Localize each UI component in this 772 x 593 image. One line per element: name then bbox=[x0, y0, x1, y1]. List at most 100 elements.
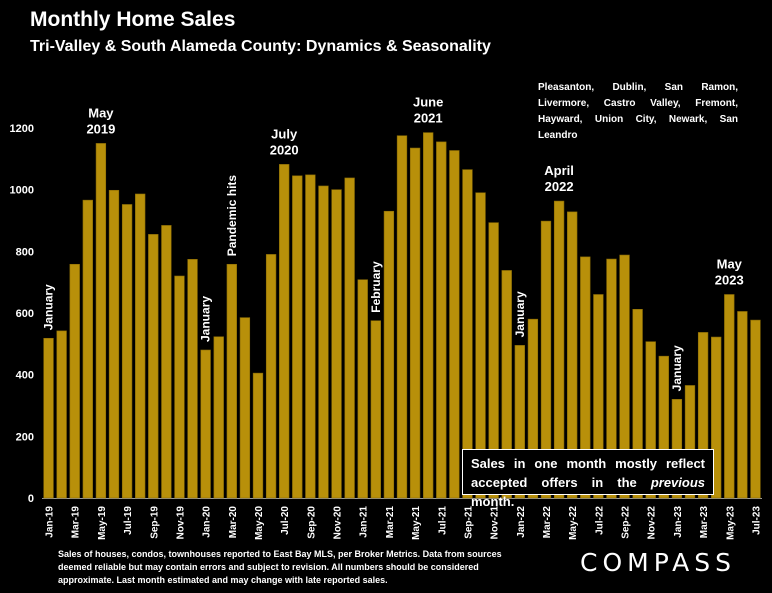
y-tick-label: 1200 bbox=[10, 123, 34, 135]
bar bbox=[632, 308, 643, 499]
bar bbox=[475, 192, 486, 499]
x-tick-label: Mar-20 bbox=[228, 506, 239, 539]
bar bbox=[580, 256, 591, 499]
annotation-label: June 2021 bbox=[413, 95, 443, 126]
y-tick-label: 1000 bbox=[10, 185, 34, 197]
bar bbox=[449, 150, 460, 499]
x-tick-label: Sep-22 bbox=[621, 506, 632, 539]
bar bbox=[527, 318, 539, 499]
x-tick-label: Nov-20 bbox=[333, 506, 344, 540]
bar bbox=[357, 279, 368, 499]
region-line: Pleasanton, Dublin, San Ramon, bbox=[538, 82, 738, 93]
x-tick-label: Jul-23 bbox=[751, 506, 762, 535]
x-tick-label: Sep-19 bbox=[149, 506, 160, 539]
bar bbox=[226, 263, 237, 499]
annotation-label: Pandemic hits bbox=[225, 175, 239, 257]
bar bbox=[292, 175, 303, 499]
y-tick-label: 600 bbox=[16, 308, 34, 320]
bar bbox=[606, 258, 617, 499]
region-line: Livermore, Castro Valley, Fremont, bbox=[538, 98, 738, 109]
bar bbox=[514, 345, 525, 499]
x-tick-label: Sep-20 bbox=[306, 506, 317, 539]
bar bbox=[239, 317, 251, 499]
x-tick-label: May-22 bbox=[568, 506, 579, 540]
y-tick-label: 400 bbox=[16, 370, 34, 382]
region-line: Hayward, Union City, Newark, San Leandro bbox=[538, 114, 738, 141]
annotation-label: January bbox=[513, 291, 527, 337]
region-list: Pleasanton, Dublin, San Ramon, Livermore… bbox=[538, 80, 738, 144]
x-tick-label: May-19 bbox=[97, 506, 108, 540]
bar bbox=[279, 164, 290, 499]
x-tick-label: Jul-22 bbox=[594, 506, 605, 535]
x-tick-label: May-20 bbox=[254, 506, 265, 540]
bar bbox=[318, 185, 329, 499]
callout-text-end: month. bbox=[471, 494, 515, 509]
x-tick-label: Jul-21 bbox=[437, 506, 448, 535]
bar bbox=[501, 270, 512, 499]
annotation-label: April 2022 bbox=[544, 163, 574, 194]
x-tick-label: Jul-20 bbox=[280, 506, 291, 535]
page-title: Monthly Home Sales bbox=[30, 8, 236, 31]
x-tick-label: Mar-22 bbox=[542, 506, 553, 539]
bar bbox=[121, 204, 133, 499]
bar bbox=[213, 336, 224, 499]
bar bbox=[174, 275, 185, 499]
bar bbox=[553, 200, 565, 499]
annotation-label: February bbox=[369, 261, 383, 313]
bar bbox=[396, 135, 408, 499]
bar bbox=[82, 199, 93, 499]
x-tick-label: Jan-23 bbox=[673, 506, 684, 538]
bar bbox=[265, 254, 277, 499]
bar bbox=[462, 169, 473, 499]
footnote: Sales of houses, condos, townhouses repo… bbox=[58, 549, 502, 585]
bar bbox=[43, 337, 54, 499]
annotation-label: January bbox=[670, 345, 684, 391]
bar bbox=[187, 259, 198, 499]
bar bbox=[619, 254, 630, 499]
x-tick-label: Jul-19 bbox=[123, 506, 134, 535]
bar-chart: 0 200 400 600 800 1000 1200 Jan-19 Mar-19 May-19 J… bbox=[10, 95, 763, 540]
x-tick-label: Mar-21 bbox=[385, 506, 396, 539]
bar bbox=[645, 341, 656, 499]
bar bbox=[409, 147, 421, 499]
bar bbox=[540, 220, 552, 499]
x-tick-label: Jan-19 bbox=[45, 506, 56, 538]
bar bbox=[370, 320, 381, 499]
bar bbox=[567, 211, 578, 499]
x-tick-label: May-21 bbox=[411, 506, 422, 540]
bar bbox=[436, 141, 447, 499]
bar bbox=[593, 294, 604, 499]
bar bbox=[331, 189, 342, 499]
bar bbox=[383, 210, 395, 499]
page-subtitle: Tri-Valley & South Alameda County: Dynam… bbox=[30, 38, 491, 55]
bar bbox=[56, 330, 67, 499]
annotation-label: July 2020 bbox=[270, 126, 299, 157]
bar bbox=[671, 399, 683, 499]
y-tick-label: 0 bbox=[28, 493, 34, 505]
bar bbox=[148, 234, 159, 499]
x-tick-label: Jan-21 bbox=[359, 506, 370, 538]
bar bbox=[724, 294, 735, 499]
bar bbox=[252, 372, 264, 499]
x-tick-label: Jan-22 bbox=[516, 506, 527, 538]
bar bbox=[684, 385, 696, 499]
callout-box: Sales in one month mostly reflect accept… bbox=[462, 449, 714, 509]
bar bbox=[69, 263, 80, 499]
bar bbox=[135, 193, 146, 499]
bar bbox=[108, 189, 120, 499]
bar bbox=[161, 225, 172, 499]
y-tick-label: 200 bbox=[16, 431, 34, 443]
bar bbox=[95, 143, 107, 499]
bar bbox=[423, 132, 434, 499]
callout-emphasis: previous bbox=[650, 475, 705, 490]
x-tick-label: Nov-22 bbox=[647, 506, 658, 540]
x-tick-label: Nov-19 bbox=[175, 506, 186, 540]
x-tick-label: Mar-23 bbox=[699, 506, 710, 539]
bar bbox=[658, 355, 669, 499]
bar bbox=[488, 222, 499, 499]
x-tick-label: Nov-21 bbox=[490, 506, 501, 540]
annotation-label: January bbox=[42, 284, 56, 330]
bar bbox=[737, 311, 748, 499]
x-tick-label: May-23 bbox=[725, 506, 736, 540]
